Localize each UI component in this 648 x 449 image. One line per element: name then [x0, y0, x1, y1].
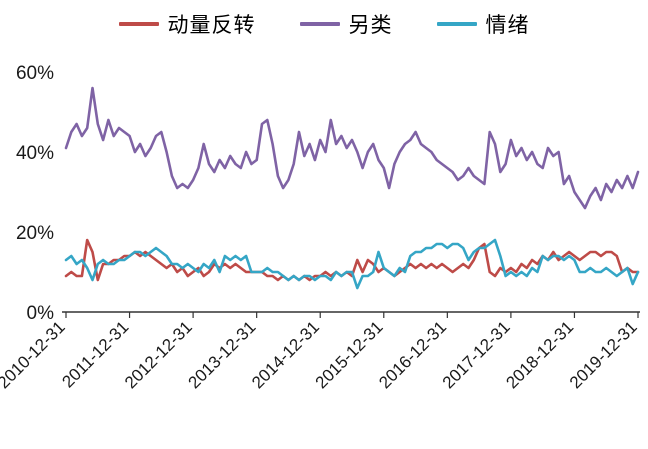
y-axis-label: 60%: [16, 63, 54, 84]
x-axis-label: 2015-12-31: [312, 317, 387, 392]
y-axis-label: 0%: [27, 303, 55, 324]
x-axis-label: 2014-12-31: [248, 317, 323, 392]
legend-label: 情绪: [485, 14, 530, 37]
x-axis-label: 2017-12-31: [439, 317, 514, 392]
x-axis-label: 2010-12-31: [0, 317, 69, 392]
legend-line-teal: [436, 22, 477, 26]
x-axis-label: 2018-12-31: [502, 317, 577, 392]
y-axis-label: 20%: [16, 223, 54, 244]
legend-item-sentiment: 情绪: [436, 9, 530, 39]
x-axis-label: 2013-12-31: [185, 317, 260, 392]
y-axis-label: 40%: [16, 143, 54, 164]
legend-line-red: [118, 22, 159, 26]
legend-item-alternative: 另类: [299, 9, 393, 39]
x-axis-label: 2016-12-31: [375, 317, 450, 392]
legend-item-momentum-reversal: 动量反转: [118, 9, 256, 39]
x-axis-label: 2019-12-31: [566, 317, 641, 392]
x-axis-label: 2012-12-31: [121, 317, 196, 392]
series-line-另类: [64, 86, 640, 210]
legend-line-purple: [299, 22, 340, 26]
legend-label: 动量反转: [167, 14, 256, 37]
series-line-情绪: [64, 238, 640, 290]
legend-label: 另类: [348, 14, 393, 37]
chart-legend: 动量反转 另类 情绪: [0, 6, 648, 42]
chart-area: 0% 20% 40% 60% 2010-12-31 2011-12-31 2012-12-3…: [0, 44, 648, 444]
chart-svg: 0%20%40%60%2010-12-312011-12-312012-12-3…: [0, 63, 641, 392]
